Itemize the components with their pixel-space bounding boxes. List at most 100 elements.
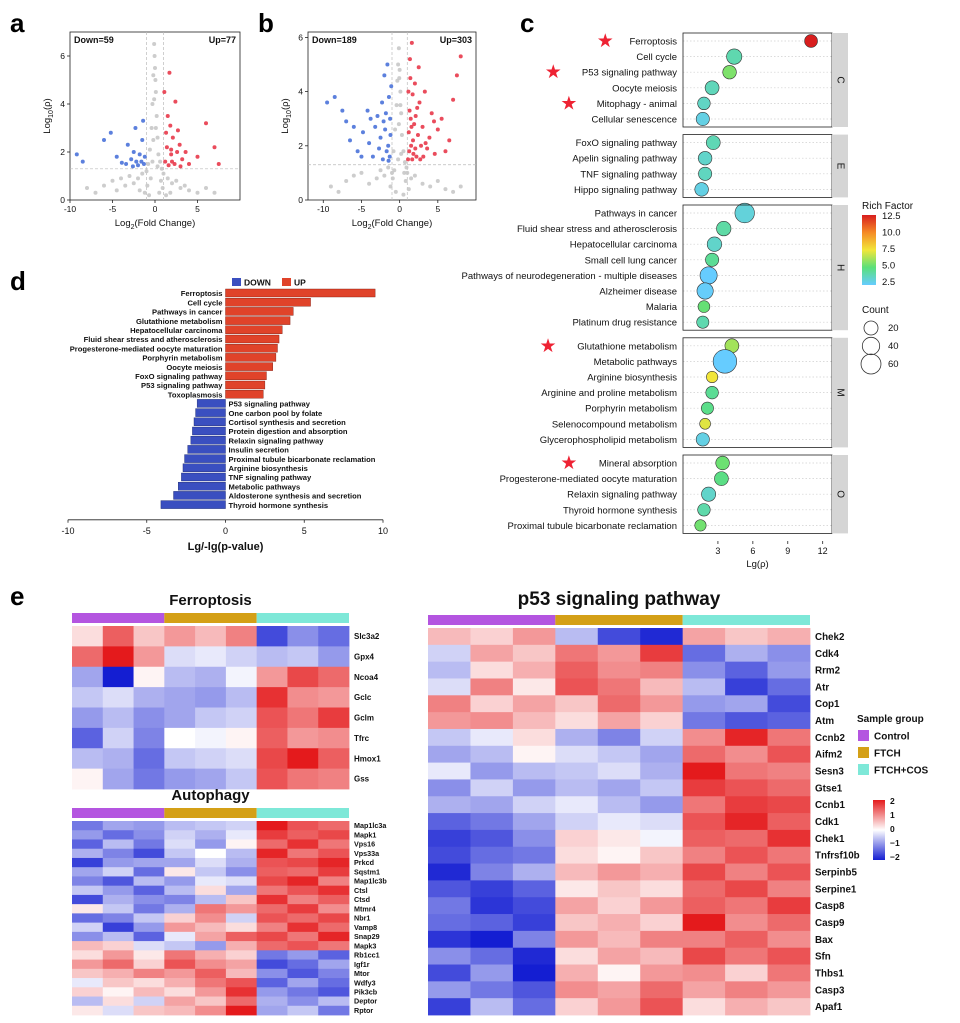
heatmap-cell	[512, 712, 556, 730]
heatmap-cell	[102, 876, 134, 887]
bar-down-label: One carbon pool by folate	[229, 409, 323, 418]
x-tick-label: 5	[195, 204, 200, 214]
point-ns-8	[131, 181, 136, 186]
sample-group-title: Sample group	[857, 714, 924, 725]
point-ns-22	[156, 152, 161, 157]
point-up-5	[409, 40, 414, 45]
heatmap-cell	[428, 846, 471, 864]
y-tick-label: 0	[298, 195, 303, 205]
point-ns-31	[451, 189, 456, 194]
point-up-3	[408, 76, 413, 81]
heatmap-cell	[287, 913, 319, 924]
heatmap-cell	[682, 914, 726, 932]
point-ns-12	[146, 162, 151, 166]
heatmap-cell	[102, 885, 134, 896]
heatmap-cell	[164, 987, 196, 997]
bubble-point	[714, 471, 729, 486]
point-down-31	[381, 119, 386, 124]
point-ns-35	[142, 190, 147, 195]
heatmap-cell	[767, 863, 811, 881]
heatmap-cell	[225, 894, 258, 905]
point-down-17	[386, 143, 391, 148]
gene-label: Mapk3	[354, 941, 376, 950]
heatmap-cell	[682, 880, 726, 898]
point-down-7	[129, 157, 134, 162]
heatmap-cell	[133, 978, 165, 988]
heatmap-cell	[102, 748, 134, 770]
heatmap-cell	[512, 914, 556, 932]
heatmap-cell	[470, 846, 514, 864]
heatmap-cell	[640, 829, 684, 848]
group-annotation-bar	[428, 615, 556, 625]
gene-label: Serpinb5	[815, 868, 857, 879]
bar-down-label: Protein digestion and absorption	[229, 427, 348, 436]
bubble-point	[698, 166, 713, 181]
gene-label: Gpx4	[354, 652, 375, 661]
gene-label: Gss	[354, 775, 370, 784]
point-ns-11	[144, 169, 149, 174]
point-down-4	[114, 154, 119, 159]
point-ns-43	[396, 122, 401, 127]
heatmap-cell	[597, 661, 641, 679]
point-ns-9	[386, 165, 391, 170]
heatmap-cell	[470, 930, 514, 949]
heatmap-cell	[318, 821, 350, 831]
heatmap-cell	[164, 830, 196, 840]
heatmap-cell	[428, 762, 471, 780]
bubble-point	[734, 202, 755, 224]
bar-down-label: Thyroid hormone synthesis	[229, 501, 329, 510]
heatmap-cell	[164, 821, 196, 831]
heatmap-cell	[428, 863, 471, 881]
point-up-6	[172, 162, 177, 166]
heatmap-cell	[256, 941, 288, 951]
point-ns-44	[155, 164, 160, 169]
x-tick-label: 5	[435, 204, 440, 214]
point-up-0	[406, 157, 411, 162]
point-ns-32	[458, 184, 463, 189]
pathway-label: TNF signaling pathway	[580, 169, 677, 180]
heatmap-cell	[133, 894, 165, 905]
point-up-13	[417, 100, 422, 105]
heatmap-cell	[102, 941, 134, 951]
gene-label: Tnfrsf10b	[815, 851, 860, 862]
bar-down-label: Proximal tubule bicarbonate reclamation	[229, 455, 376, 464]
heatmap-cell	[470, 745, 514, 764]
heatmap-cell	[287, 885, 319, 896]
gene-label: Ctsl	[354, 886, 368, 895]
heatmap-cell	[682, 762, 726, 780]
heatmap-cell	[428, 897, 471, 915]
heatmap-legend: Sample group Control FTCH FTCH+COS 2 1 0 −1 −2	[857, 714, 929, 862]
heatmap-cell	[72, 904, 104, 914]
heatmap-cell	[640, 695, 684, 713]
heatmap-cell	[195, 950, 227, 960]
pathway-label: Proximal tubule bicarbonate reclamation	[507, 521, 677, 532]
heatmap-cell	[555, 964, 599, 982]
point-down-17	[124, 162, 129, 166]
color-legend-tick: 7.5	[882, 244, 895, 255]
gene-label: Pik3cb	[354, 987, 378, 996]
heatmap-cell	[256, 626, 288, 647]
heatmap-cell	[164, 996, 196, 1007]
heatmap-cell	[470, 914, 514, 932]
heatmap-cell	[164, 894, 196, 905]
bar-down	[173, 491, 226, 500]
heatmap-cell	[287, 768, 319, 790]
heatmap-cell	[102, 950, 134, 960]
point-ns-16	[151, 73, 156, 78]
heatmap-cell	[164, 931, 196, 942]
heatmap-cell	[597, 981, 641, 999]
panel-label-e: e	[10, 581, 24, 611]
heatmap-cell	[195, 839, 227, 850]
heatmap-cell	[195, 941, 227, 951]
heatmap-cell	[318, 839, 350, 850]
heatmap-cell	[72, 839, 104, 850]
heatmap-cell	[225, 707, 258, 729]
point-ns-13	[394, 103, 399, 108]
gene-label: Vps16	[354, 840, 375, 849]
y-tick-label: 6	[298, 32, 303, 42]
heatmap-title: Ferroptosis	[169, 592, 252, 609]
point-down-28	[383, 127, 388, 132]
heatmap-cell	[133, 768, 165, 790]
